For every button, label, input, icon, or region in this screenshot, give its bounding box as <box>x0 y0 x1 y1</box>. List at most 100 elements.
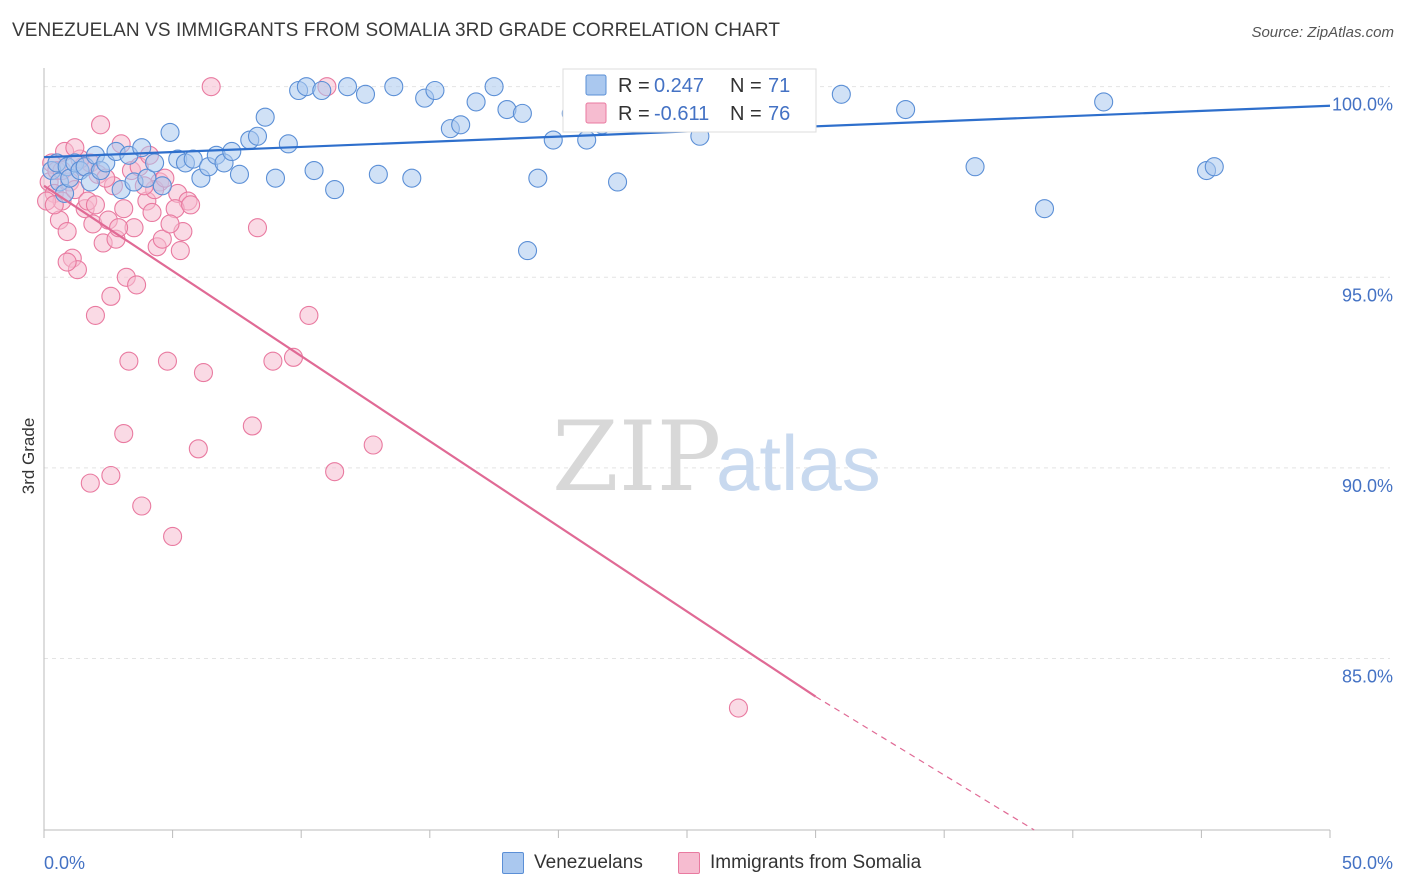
point-venezuelan[interactable] <box>543 130 563 150</box>
stats-r-label-blue: R = <box>618 75 650 97</box>
point-venezuelan[interactable] <box>384 77 404 97</box>
point-venezuelan[interactable] <box>304 160 324 181</box>
point-venezuelan[interactable] <box>145 153 165 173</box>
trend-line-somalia-extension <box>815 696 1035 831</box>
watermark-atlas: atlas <box>716 419 881 507</box>
point-somalia[interactable] <box>132 496 152 516</box>
chart-title: VENEZUELAN VS IMMIGRANTS FROM SOMALIA 3R… <box>12 20 781 41</box>
trend-line-somalia <box>43 184 817 698</box>
stats-r-value-blue: 0.247 <box>654 75 704 97</box>
point-venezuelan[interactable] <box>1094 92 1114 112</box>
point-somalia[interactable] <box>101 465 121 486</box>
point-venezuelan[interactable] <box>137 168 157 188</box>
point-venezuelan[interactable] <box>965 157 985 177</box>
stats-n-value-pink: 76 <box>768 103 790 125</box>
point-venezuelan[interactable] <box>247 126 268 146</box>
stats-n-label-blue: N = <box>730 75 762 97</box>
point-somalia[interactable] <box>247 218 268 238</box>
point-venezuelan[interactable] <box>265 168 286 188</box>
point-somalia[interactable] <box>363 435 383 455</box>
point-venezuelan[interactable] <box>517 241 538 261</box>
point-somalia[interactable] <box>181 195 201 215</box>
point-venezuelan[interactable] <box>368 164 388 184</box>
y-tick-label: 95.0% <box>1342 285 1393 305</box>
point-venezuelan[interactable] <box>337 77 358 97</box>
y-tick-label: 85.0% <box>1342 666 1393 686</box>
point-somalia[interactable] <box>57 221 77 242</box>
point-somalia[interactable] <box>57 252 77 272</box>
point-somalia[interactable] <box>163 526 183 547</box>
tick-labels: 85.0% 90.0% 95.0% 100.0% 0.0% 50.0% <box>44 95 1393 873</box>
x-tick-label-max: 50.0% <box>1342 853 1393 873</box>
point-somalia[interactable] <box>85 305 105 325</box>
point-venezuelan[interactable] <box>229 164 250 184</box>
point-somalia[interactable] <box>127 275 147 295</box>
stats-legend: R = 0.247 N = 71 R = -0.611 N = 76 <box>562 68 817 133</box>
legend-item-somalia[interactable]: Immigrants from Somalia <box>678 852 921 874</box>
point-somalia[interactable] <box>152 229 172 249</box>
legend-label-somalia: Immigrants from Somalia <box>710 852 922 873</box>
bottom-legend: Venezuelans Immigrants from Somalia <box>0 848 1406 882</box>
point-venezuelan[interactable] <box>152 176 172 196</box>
point-venezuelan[interactable] <box>831 84 851 104</box>
point-venezuelan[interactable] <box>451 115 471 135</box>
point-somalia[interactable] <box>101 286 121 306</box>
stats-n-value-blue: 71 <box>768 75 790 97</box>
point-venezuelan[interactable] <box>608 172 628 192</box>
legend-swatch-venezuelans <box>502 852 524 874</box>
y-axis-label: 3rd Grade <box>19 418 38 495</box>
point-somalia[interactable] <box>114 424 134 444</box>
stats-n-label-pink: N = <box>730 103 762 125</box>
point-somalia[interactable] <box>80 473 100 493</box>
point-venezuelan[interactable] <box>402 168 422 188</box>
point-venezuelan[interactable] <box>183 149 203 169</box>
point-venezuelan[interactable] <box>466 92 486 112</box>
point-somalia[interactable] <box>170 241 190 261</box>
stats-r-label-pink: R = <box>618 103 650 125</box>
source-label: Source: ZipAtlas.com <box>1251 24 1394 41</box>
point-venezuelan[interactable] <box>312 80 332 101</box>
y-tick-label: 90.0% <box>1342 476 1393 496</box>
point-venezuelan[interactable] <box>1034 199 1055 219</box>
stats-swatch-pink <box>585 102 607 124</box>
point-somalia[interactable] <box>85 195 105 215</box>
legend-label-venezuelans: Venezuelans <box>534 852 643 873</box>
point-somalia[interactable] <box>242 416 262 436</box>
stats-swatch-blue <box>585 74 607 96</box>
watermark: ZIP atlas <box>552 401 881 513</box>
point-venezuelan[interactable] <box>325 180 345 200</box>
point-somalia[interactable] <box>728 698 748 718</box>
point-venezuelan[interactable] <box>1204 157 1224 177</box>
point-somalia[interactable] <box>157 351 178 371</box>
point-venezuelan[interactable] <box>425 80 445 101</box>
point-venezuelan[interactable] <box>160 122 180 142</box>
legend-swatch-somalia <box>678 852 700 874</box>
point-somalia[interactable] <box>263 351 283 371</box>
point-venezuelan[interactable] <box>896 100 916 120</box>
point-venezuelan[interactable] <box>512 103 532 123</box>
point-somalia[interactable] <box>160 214 180 234</box>
point-somalia[interactable] <box>119 351 139 371</box>
point-venezuelan[interactable] <box>484 77 504 97</box>
point-venezuelan[interactable] <box>355 84 376 104</box>
point-somalia[interactable] <box>114 199 134 219</box>
point-somalia[interactable] <box>325 462 345 482</box>
point-somalia[interactable] <box>91 115 111 135</box>
stats-r-value-pink: -0.611 <box>654 103 709 125</box>
point-somalia[interactable] <box>201 77 221 97</box>
point-venezuelan[interactable] <box>255 107 275 127</box>
point-somalia[interactable] <box>188 439 208 459</box>
point-venezuelan[interactable] <box>577 130 597 150</box>
watermark-zip: ZIP <box>552 401 721 513</box>
point-somalia[interactable] <box>299 305 319 325</box>
point-somalia[interactable] <box>193 363 214 383</box>
y-tick-label: 100.0% <box>1332 95 1393 115</box>
point-venezuelan[interactable] <box>222 141 242 162</box>
gridlines <box>44 86 1390 659</box>
point-venezuelan[interactable] <box>278 134 298 154</box>
point-somalia[interactable] <box>142 202 162 223</box>
x-tick-label-min: 0.0% <box>44 853 85 873</box>
point-venezuelan[interactable] <box>528 168 548 188</box>
legend-item-venezuelans[interactable]: Venezuelans <box>502 852 643 874</box>
